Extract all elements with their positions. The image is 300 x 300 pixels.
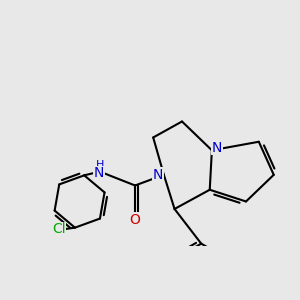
Text: N: N — [153, 168, 163, 182]
Text: N: N — [94, 166, 104, 180]
Text: O: O — [130, 213, 140, 226]
Text: H: H — [96, 160, 104, 170]
Text: N: N — [212, 141, 222, 155]
Text: Cl: Cl — [52, 222, 66, 236]
